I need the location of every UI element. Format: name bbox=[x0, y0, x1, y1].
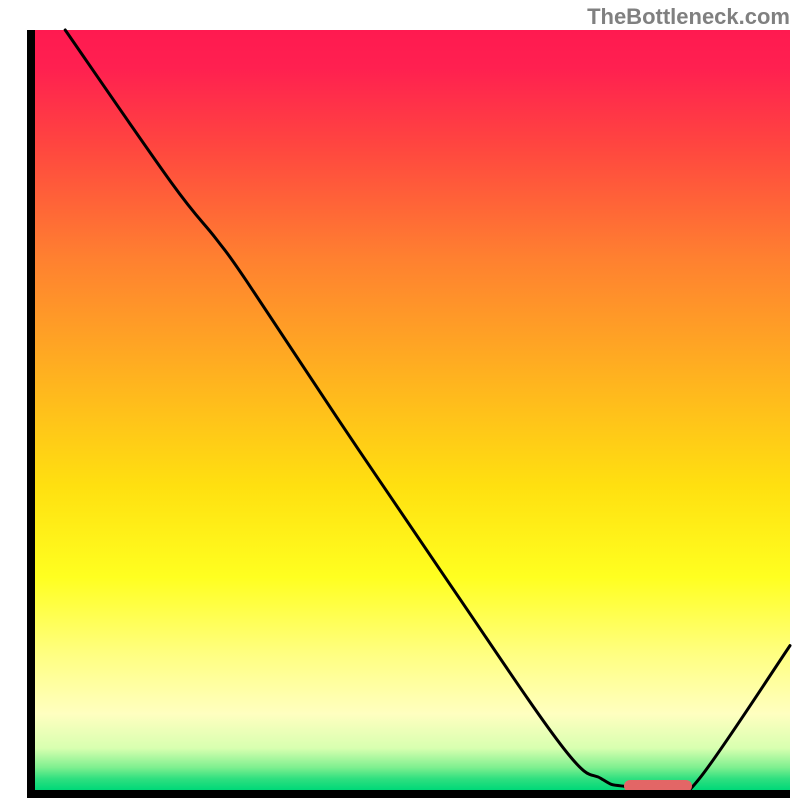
plot-axes-border bbox=[27, 30, 790, 798]
attribution-text: TheBottleneck.com bbox=[587, 4, 790, 30]
bottleneck-chart: TheBottleneck.com bbox=[0, 0, 800, 800]
